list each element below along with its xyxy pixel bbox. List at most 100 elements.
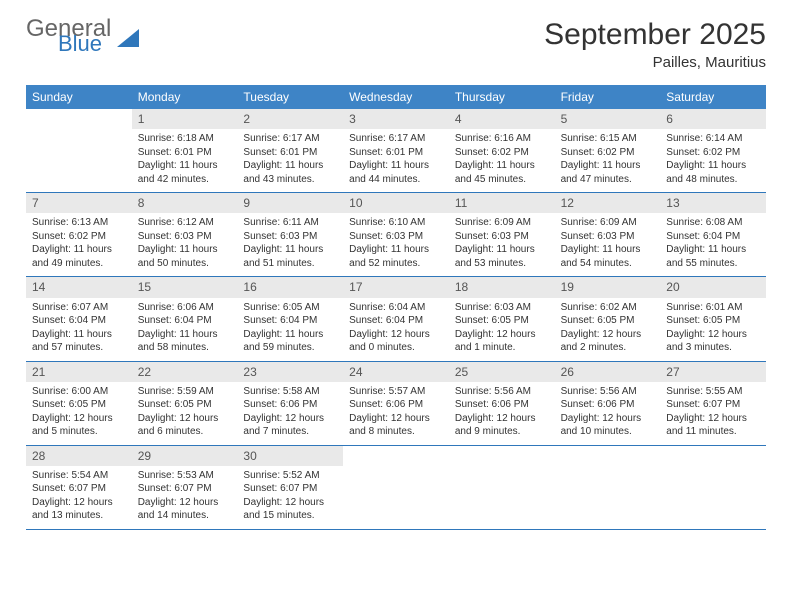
day-number [555,446,661,450]
day-cell [555,446,661,529]
day-number: 9 [237,193,343,213]
day-cell: 22 Sunrise: 5:59 AMSunset: 6:05 PMDayligh… [132,362,238,445]
day-cell: 19Sunrise: 6:02 AMSunset: 6:05 PMDayligh… [555,277,661,360]
sunset-text: Sunset: 6:04 PM [243,314,337,328]
day-body: Sunrise: 6:12 AMSunset: 6:03 PMDaylight:… [132,213,238,276]
daylight-text: Daylight: 12 hours and 2 minutes. [561,328,655,355]
day-body: Sunrise: 6:13 AMSunset: 6:02 PMDaylight:… [26,213,132,276]
day-number: 8 [132,193,238,213]
day-body: Sunrise: 5:54 AMSunset: 6:07 PMDaylight:… [26,466,132,529]
day-cell: 25Sunrise: 5:56 AMSunset: 6:06 PMDayligh… [449,362,555,445]
daylight-text: Daylight: 12 hours and 5 minutes. [32,412,126,439]
day-body: Sunrise: 5:52 AMSunset: 6:07 PMDaylight:… [237,466,343,529]
sunrise-text: Sunrise: 6:06 AM [138,301,232,315]
day-body: Sunrise: 6:00 AMSunset: 6:05 PMDaylight:… [26,382,132,445]
daylight-text: Daylight: 11 hours and 55 minutes. [666,243,760,270]
day-number: 22 [132,362,238,382]
day-body: Sunrise: 6:07 AMSunset: 6:04 PMDaylight:… [26,298,132,361]
sunset-text: Sunset: 6:02 PM [561,146,655,160]
sunset-text: Sunset: 6:03 PM [561,230,655,244]
day-number: 26 [555,362,661,382]
sunrise-text: Sunrise: 6:14 AM [666,132,760,146]
daylight-text: Daylight: 11 hours and 57 minutes. [32,328,126,355]
day-cell: 24Sunrise: 5:57 AMSunset: 6:06 PMDayligh… [343,362,449,445]
sunrise-text: Sunrise: 6:15 AM [561,132,655,146]
location-label: Pailles, Mauritius [544,54,766,71]
day-cell: 28Sunrise: 5:54 AMSunset: 6:07 PMDayligh… [26,446,132,529]
day-cell: 26Sunrise: 5:56 AMSunset: 6:06 PMDayligh… [555,362,661,445]
day-number: 2 [237,109,343,129]
day-cell: 30Sunrise: 5:52 AMSunset: 6:07 PMDayligh… [237,446,343,529]
brand-word-2: Blue [58,34,111,54]
sunrise-text: Sunrise: 6:12 AM [138,216,232,230]
day-cell: 10Sunrise: 6:10 AMSunset: 6:03 PMDayligh… [343,193,449,276]
daylight-text: Daylight: 11 hours and 42 minutes. [138,159,232,186]
title-block: September 2025 Pailles, Mauritius [544,18,766,71]
day-number: 13 [660,193,766,213]
daylight-text: Daylight: 11 hours and 58 minutes. [138,328,232,355]
sunrise-text: Sunrise: 5:59 AM [138,385,232,399]
sunrise-text: Sunrise: 6:04 AM [349,301,443,315]
sunset-text: Sunset: 6:04 PM [138,314,232,328]
daylight-text: Daylight: 12 hours and 6 minutes. [138,412,232,439]
sunset-text: Sunset: 6:01 PM [138,146,232,160]
day-cell: 16Sunrise: 6:05 AMSunset: 6:04 PMDayligh… [237,277,343,360]
daylight-text: Daylight: 11 hours and 59 minutes. [243,328,337,355]
day-cell: 29Sunrise: 5:53 AMSunset: 6:07 PMDayligh… [132,446,238,529]
day-body: Sunrise: 6:16 AMSunset: 6:02 PMDaylight:… [449,129,555,192]
weekday-label: Wednesday [343,85,449,109]
sunrise-text: Sunrise: 6:13 AM [32,216,126,230]
day-body: Sunrise: 6:04 AMSunset: 6:04 PMDaylight:… [343,298,449,361]
day-number: 19 [555,277,661,297]
sunset-text: Sunset: 6:05 PM [32,398,126,412]
day-body: Sunrise: 5:55 AMSunset: 6:07 PMDaylight:… [660,382,766,445]
sunrise-text: Sunrise: 6:09 AM [561,216,655,230]
weekday-label: Friday [555,85,661,109]
sunset-text: Sunset: 6:06 PM [455,398,549,412]
day-cell: 1Sunrise: 6:18 AMSunset: 6:01 PMDaylight… [132,109,238,192]
sunset-text: Sunset: 6:07 PM [666,398,760,412]
triangle-icon [117,29,139,47]
weeks-container: 1Sunrise: 6:18 AMSunset: 6:01 PMDaylight… [26,109,766,530]
day-number: 30 [237,446,343,466]
day-body: Sunrise: 6:06 AMSunset: 6:04 PMDaylight:… [132,298,238,361]
weekday-label: Tuesday [237,85,343,109]
header: General Blue September 2025 Pailles, Mau… [26,18,766,71]
sunset-text: Sunset: 6:02 PM [32,230,126,244]
sunrise-text: Sunrise: 5:53 AM [138,469,232,483]
daylight-text: Daylight: 12 hours and 8 minutes. [349,412,443,439]
day-cell: 12Sunrise: 6:09 AMSunset: 6:03 PMDayligh… [555,193,661,276]
day-number: 18 [449,277,555,297]
day-cell: 2Sunrise: 6:17 AMSunset: 6:01 PMDaylight… [237,109,343,192]
day-cell: 18Sunrise: 6:03 AMSunset: 6:05 PMDayligh… [449,277,555,360]
day-cell: 5Sunrise: 6:15 AMSunset: 6:02 PMDaylight… [555,109,661,192]
daylight-text: Daylight: 12 hours and 3 minutes. [666,328,760,355]
day-cell: 21Sunrise: 6:00 AMSunset: 6:05 PMDayligh… [26,362,132,445]
day-body: Sunrise: 5:57 AMSunset: 6:06 PMDaylight:… [343,382,449,445]
daylight-text: Daylight: 11 hours and 52 minutes. [349,243,443,270]
day-number: 4 [449,109,555,129]
day-cell: 27Sunrise: 5:55 AMSunset: 6:07 PMDayligh… [660,362,766,445]
day-body: Sunrise: 6:08 AMSunset: 6:04 PMDaylight:… [660,213,766,276]
sunset-text: Sunset: 6:05 PM [138,398,232,412]
day-number: 23 [237,362,343,382]
day-number [660,446,766,450]
day-cell: 13Sunrise: 6:08 AMSunset: 6:04 PMDayligh… [660,193,766,276]
day-number [26,109,132,113]
day-body: Sunrise: 6:17 AMSunset: 6:01 PMDaylight:… [237,129,343,192]
day-body: Sunrise: 6:09 AMSunset: 6:03 PMDaylight:… [555,213,661,276]
daylight-text: Daylight: 12 hours and 14 minutes. [138,496,232,523]
sunset-text: Sunset: 6:03 PM [138,230,232,244]
sunset-text: Sunset: 6:07 PM [32,482,126,496]
sunset-text: Sunset: 6:04 PM [349,314,443,328]
day-body: Sunrise: 6:10 AMSunset: 6:03 PMDaylight:… [343,213,449,276]
sunset-text: Sunset: 6:03 PM [243,230,337,244]
sunrise-text: Sunrise: 6:00 AM [32,385,126,399]
day-cell: 15Sunrise: 6:06 AMSunset: 6:04 PMDayligh… [132,277,238,360]
day-number: 15 [132,277,238,297]
weekday-label: Monday [132,85,238,109]
weekday-label: Thursday [449,85,555,109]
sunrise-text: Sunrise: 6:11 AM [243,216,337,230]
week-row: 28Sunrise: 5:54 AMSunset: 6:07 PMDayligh… [26,446,766,530]
sunset-text: Sunset: 6:06 PM [349,398,443,412]
